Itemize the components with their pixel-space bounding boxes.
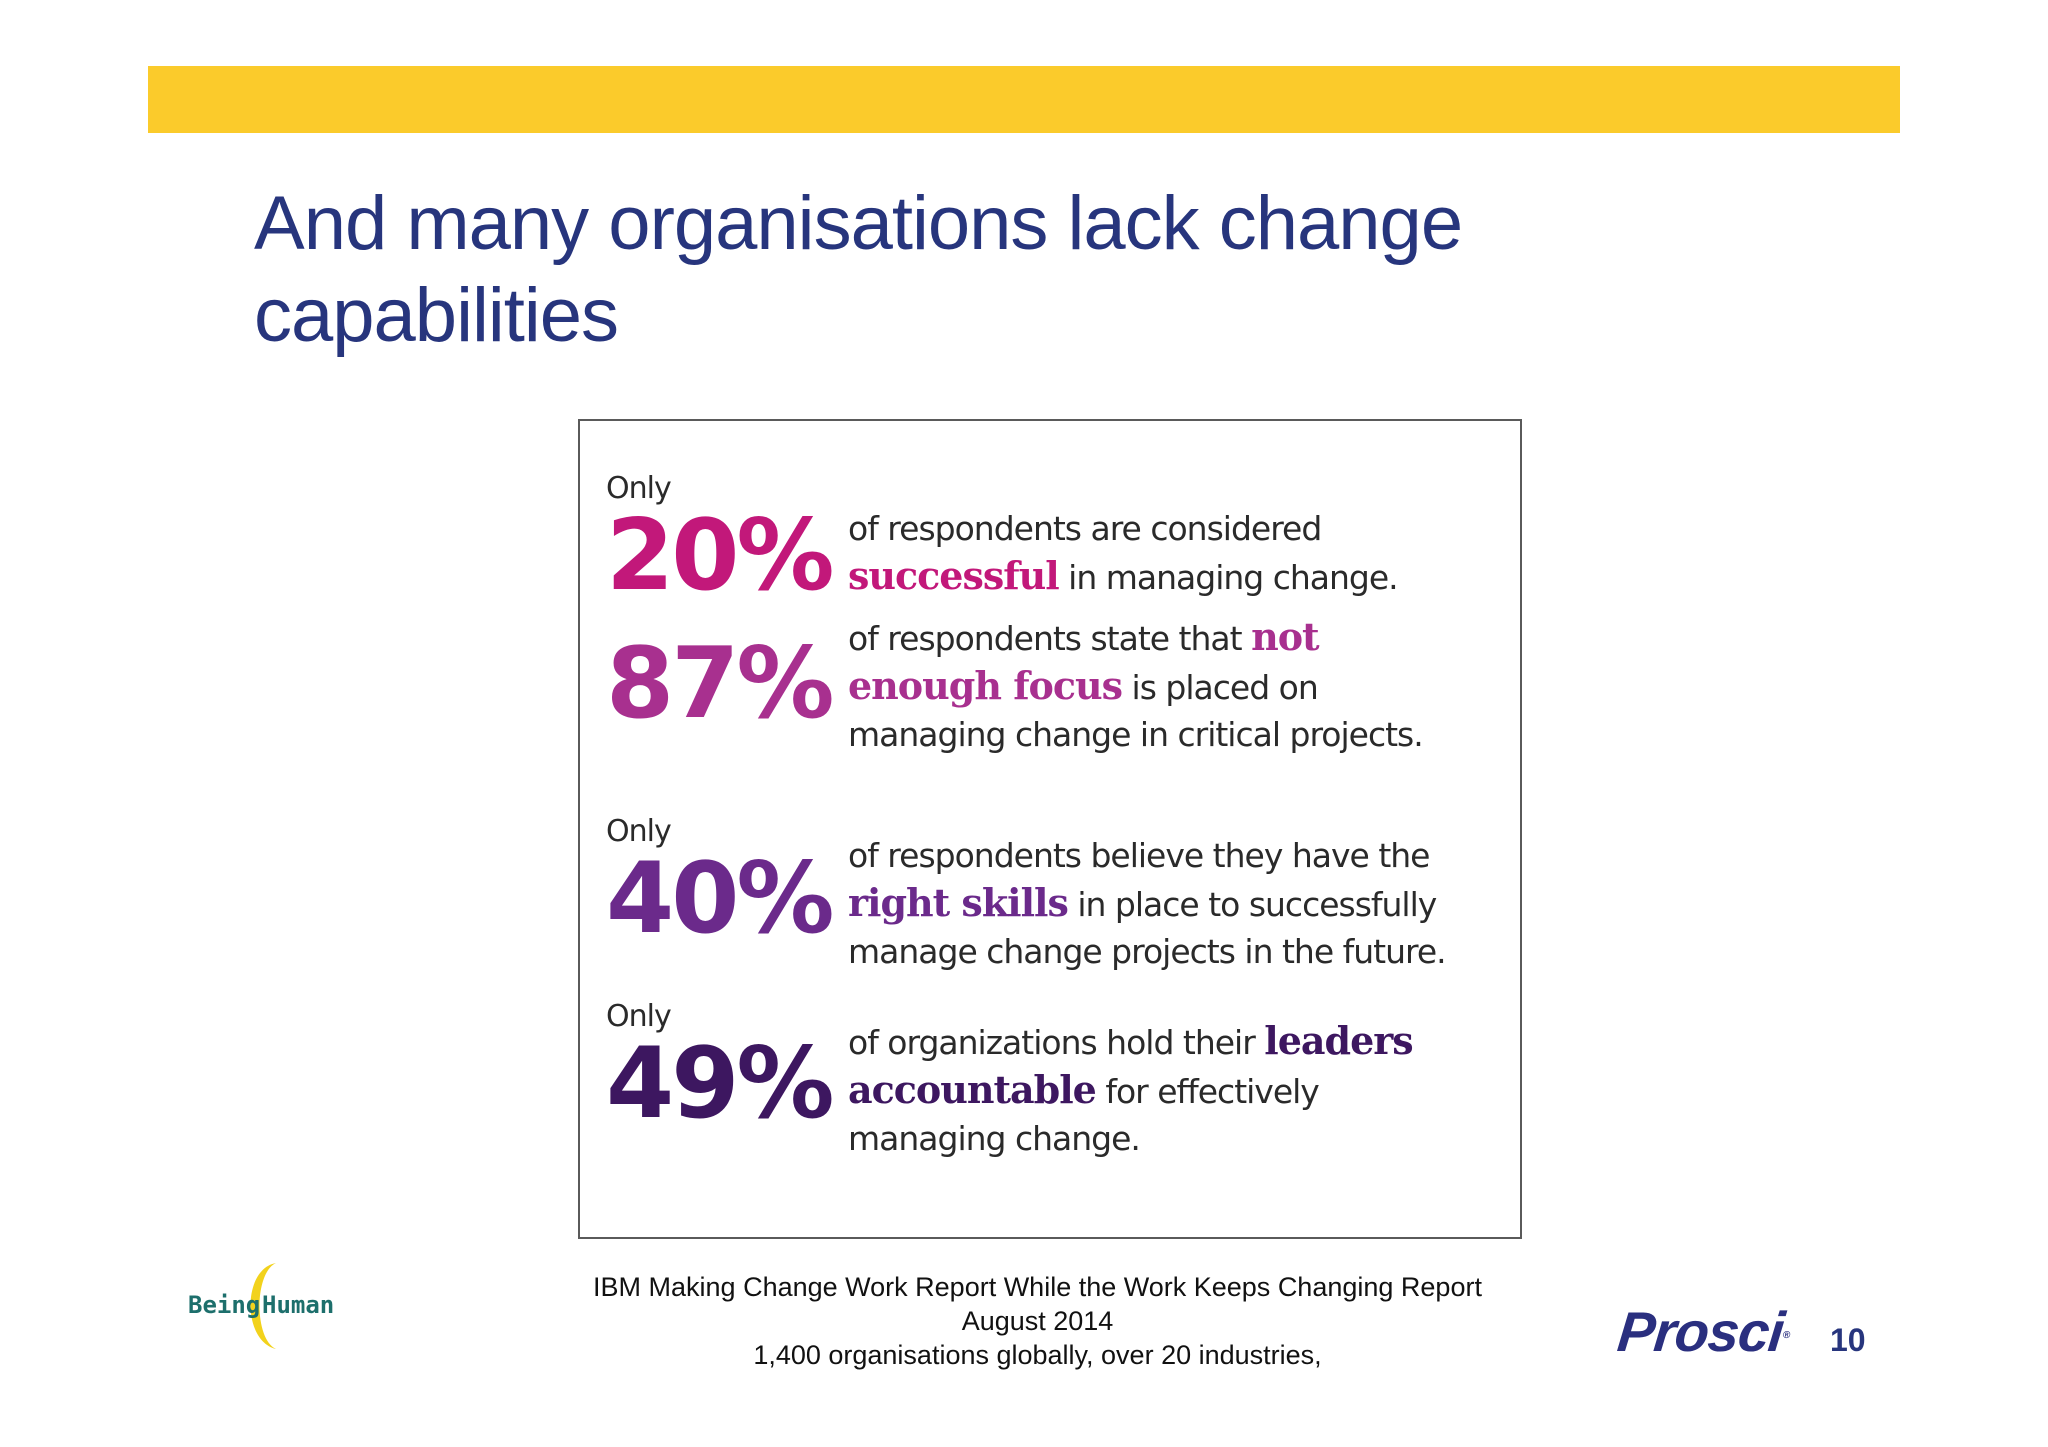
being-human-logo: Being Human bbox=[184, 1255, 354, 1355]
stat-description: of respondents believe they have the rig… bbox=[848, 832, 1468, 975]
statistics-infographic: Only 20% of respondents are considered s… bbox=[578, 419, 1522, 1239]
stat-only-label: Only bbox=[606, 999, 672, 1034]
stat-only-label: Only bbox=[606, 814, 672, 849]
stat-percent: 49% bbox=[606, 1027, 835, 1141]
being-human-crescent-icon: Being Human bbox=[188, 1263, 334, 1349]
stat-percent: 87% bbox=[606, 627, 835, 741]
source-citation: IBM Making Change Work Report While the … bbox=[520, 1270, 1555, 1372]
stat-text-before: of respondents believe they have the bbox=[848, 836, 1430, 875]
top-banner bbox=[148, 66, 1900, 133]
stat-percent: 20% bbox=[606, 499, 835, 613]
stat-description: of respondents state that not enough foc… bbox=[848, 613, 1468, 758]
stat-text-before: of organizations hold their bbox=[848, 1023, 1265, 1062]
source-line-2: August 2014 bbox=[961, 1306, 1114, 1336]
stat-text-after: in managing change. bbox=[1058, 558, 1398, 597]
stat-item-87: 87% of respondents state that not enough… bbox=[606, 613, 1506, 754]
stat-description: of respondents are considered successful… bbox=[848, 505, 1468, 601]
stat-highlight: leaders accountable bbox=[848, 1018, 1414, 1112]
stat-item-40: Only 40% of respondents believe they hav… bbox=[606, 814, 1506, 971]
stat-item-49: Only 49% of organizations hold their lea… bbox=[606, 999, 1506, 1158]
being-human-word2: Human bbox=[262, 1291, 334, 1319]
slide-title: And many organisations lack change capab… bbox=[254, 181, 1463, 358]
registered-mark: ® bbox=[1782, 1330, 1790, 1341]
source-line-3: 1,400 organisations globally, over 20 in… bbox=[753, 1340, 1322, 1370]
page-number: 10 bbox=[1830, 1322, 1866, 1358]
stat-percent: 40% bbox=[606, 842, 835, 956]
source-line-1: IBM Making Change Work Report While the … bbox=[593, 1272, 1482, 1302]
stat-text-before: of respondents are considered bbox=[848, 509, 1322, 548]
stat-text-after: in place to successfully manage change p… bbox=[848, 885, 1447, 971]
being-human-word1: Being bbox=[188, 1291, 260, 1319]
stat-highlight: not enough focus bbox=[848, 614, 1320, 708]
stat-description: of organizations hold their leaders acco… bbox=[848, 1017, 1468, 1162]
prosci-logo-text: Prosci bbox=[1614, 1300, 1787, 1363]
stat-text-before: of respondents state that bbox=[848, 619, 1252, 658]
stat-highlight: right skills bbox=[848, 880, 1069, 925]
stat-item-20: Only 20% of respondents are considered s… bbox=[606, 471, 1506, 611]
stat-highlight: successful bbox=[848, 553, 1060, 598]
prosci-logo: Prosci® bbox=[1614, 1300, 1793, 1363]
stat-text-after: is placed on managing change in critical… bbox=[848, 668, 1424, 754]
stat-text-after: for effectively managing change. bbox=[848, 1072, 1320, 1158]
stat-only-label: Only bbox=[606, 471, 672, 506]
